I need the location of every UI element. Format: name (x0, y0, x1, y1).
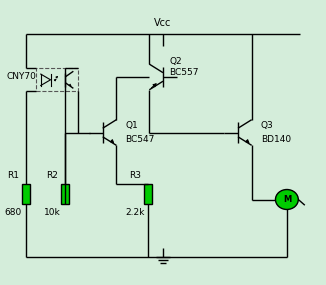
Text: Q2: Q2 (170, 56, 182, 66)
Circle shape (275, 190, 298, 209)
Text: R2: R2 (46, 170, 58, 180)
Text: 10k: 10k (44, 208, 61, 217)
Text: BC557: BC557 (170, 68, 199, 77)
Text: BC547: BC547 (126, 135, 155, 144)
Text: BD140: BD140 (261, 135, 291, 144)
Text: M: M (283, 195, 291, 204)
Text: 2.2k: 2.2k (126, 208, 145, 217)
Bar (22, 184, 30, 204)
Text: Vcc: Vcc (154, 19, 172, 29)
Text: CNY70: CNY70 (7, 72, 37, 82)
Bar (61, 184, 69, 204)
Bar (36, 68, 78, 91)
Text: Q3: Q3 (261, 121, 274, 130)
Text: R1: R1 (7, 170, 19, 180)
Text: 680: 680 (5, 208, 22, 217)
Text: R3: R3 (129, 170, 141, 180)
Bar (144, 184, 152, 204)
Text: Q1: Q1 (126, 121, 138, 130)
